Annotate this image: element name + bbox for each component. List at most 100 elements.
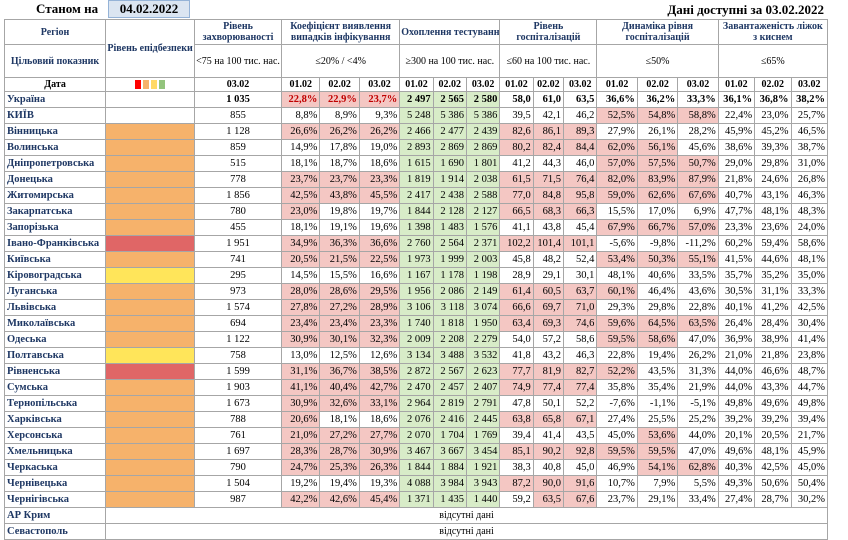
date-col: 02.02 [754,77,792,92]
beds-value: 46,6% [754,363,792,380]
hosp-value: 69,7 [532,299,565,316]
level-cell [105,155,196,172]
beds-target: ≤65% [717,44,829,78]
table-row: Львівська 1 574 27,8% 27,2% 28,9% 3 106 3 118 3… [3,299,828,316]
beds-value: 40,3% [717,459,756,476]
beds-value: 24,6% [754,171,792,188]
region-name: Одеська [3,331,107,348]
dyn-value: 7,9% [636,475,679,492]
beds-value: 36,8% [754,91,792,108]
hosp-value: 52,2 [563,395,598,412]
incidence-value: 788 [194,411,282,428]
level-legend-swatch [159,80,166,90]
testing-value: 1 950 [465,315,501,332]
hosp-value: 39,4 [499,427,534,444]
incidence-value: 515 [194,155,282,172]
detection-value: 22,8% [280,91,321,108]
dyn-value: 29,3% [596,299,638,316]
dyn-value: 54,8% [636,107,679,124]
level-legend-swatch [135,80,142,90]
testing-value: 3 467 [399,443,434,460]
hosp-value: 76,4 [563,171,598,188]
detection-value: 20,5% [280,251,321,268]
detection-value: 19,2% [280,475,321,492]
hosp-value: 90,0 [532,475,565,492]
detection-value: 27,2% [319,299,360,316]
hosp-value: 77,0 [499,187,534,204]
dyn-value: 36,2% [636,91,679,108]
missing-data-note: відсутні дані [105,507,828,524]
beds-value: 33,3% [790,283,828,300]
hosp-value: 30,1 [563,267,598,284]
testing-value: 1 973 [399,251,434,268]
detection-value: 21,0% [280,427,321,444]
hosp-value: 66,3 [563,203,598,220]
region-name: Чернігівська [3,491,107,508]
hosp-value: 92,8 [563,443,598,460]
beds-value: 41,4% [790,331,828,348]
testing-value: 1 398 [399,219,434,236]
col-incidence: Рівень захворюваності [194,19,282,45]
dyn-value: 57,0% [596,155,638,172]
detection-value: 28,7% [319,443,360,460]
beds-value: 39,2% [717,411,756,428]
level-cell [105,331,196,348]
beds-value: 46,5% [790,123,828,140]
hosp-value: 57,2 [532,331,565,348]
beds-value: 49,8% [790,395,828,412]
dyn-target: ≤50% [596,44,719,78]
date-col: 01.02 [399,77,434,92]
detection-value: 26,6% [280,123,321,140]
region-name: Львівська [3,299,107,316]
table-row: Закарпатська 780 23,0% 19,8% 19,7% 1 844 2 128… [3,203,828,220]
beds-value: 39,3% [754,139,792,156]
beds-value: 36,1% [717,91,756,108]
testing-value: 5 386 [432,107,467,124]
beds-value: 43,1% [754,187,792,204]
region-name: Дніпропетровська [3,155,107,172]
table-row: Рівненська 1 599 31,1% 36,7% 38,5% 2 872 2 567… [3,363,828,380]
hosp-value: 81,9 [532,363,565,380]
dyn-value: 35,8% [596,379,638,396]
beds-value: 36,9% [717,331,756,348]
beds-value: 20,1% [717,427,756,444]
table-row: Луганська 973 28,0% 28,6% 29,5% 1 956 2 086 2 1… [3,283,828,300]
beds-value: 38,7% [790,139,828,156]
detection-value: 41,1% [280,379,321,396]
dyn-value: 87,9% [677,171,719,188]
region-name: Кіровоградська [3,267,107,284]
dyn-value: 59,5% [596,443,638,460]
hosp-value: 45,0 [563,459,598,476]
hosp-value: 87,2 [499,475,534,492]
detection-value: 31,1% [280,363,321,380]
detection-value: 26,2% [319,123,360,140]
dyn-value: 17,0% [636,203,679,220]
detection-value: 38,5% [358,363,401,380]
dyn-value: 58,6% [636,331,679,348]
incidence-value: 987 [194,491,282,508]
testing-value: 2 279 [465,331,501,348]
date-col: 02.02 [532,77,565,92]
level-cell [105,171,196,188]
hosp-value: 101,1 [563,235,598,252]
testing-value: 2 439 [465,123,501,140]
hosp-value: 58,6 [563,331,598,348]
detection-value: 42,6% [319,491,360,508]
beds-value: 26,8% [790,171,828,188]
testing-value: 3 984 [432,475,467,492]
detection-value: 9,3% [358,107,401,124]
hosp-value: 48,2 [532,251,565,268]
testing-value: 2 127 [465,203,501,220]
hosp-value: 63,5 [532,491,565,508]
beds-value: 42,5% [754,459,792,476]
col-testing: Охоплення тестуванням [399,19,501,45]
hosp-value: 67,6 [563,491,598,508]
testing-value: 1 921 [465,459,501,476]
detection-value: 8,9% [319,107,360,124]
region-name: Чернівецька [3,475,107,492]
region-name: Волинська [3,139,107,156]
hosp-value: 86,1 [532,123,565,140]
hosp-value: 44,3 [532,155,565,172]
testing-value: 2 070 [399,427,434,444]
beds-value: 30,5% [717,283,756,300]
